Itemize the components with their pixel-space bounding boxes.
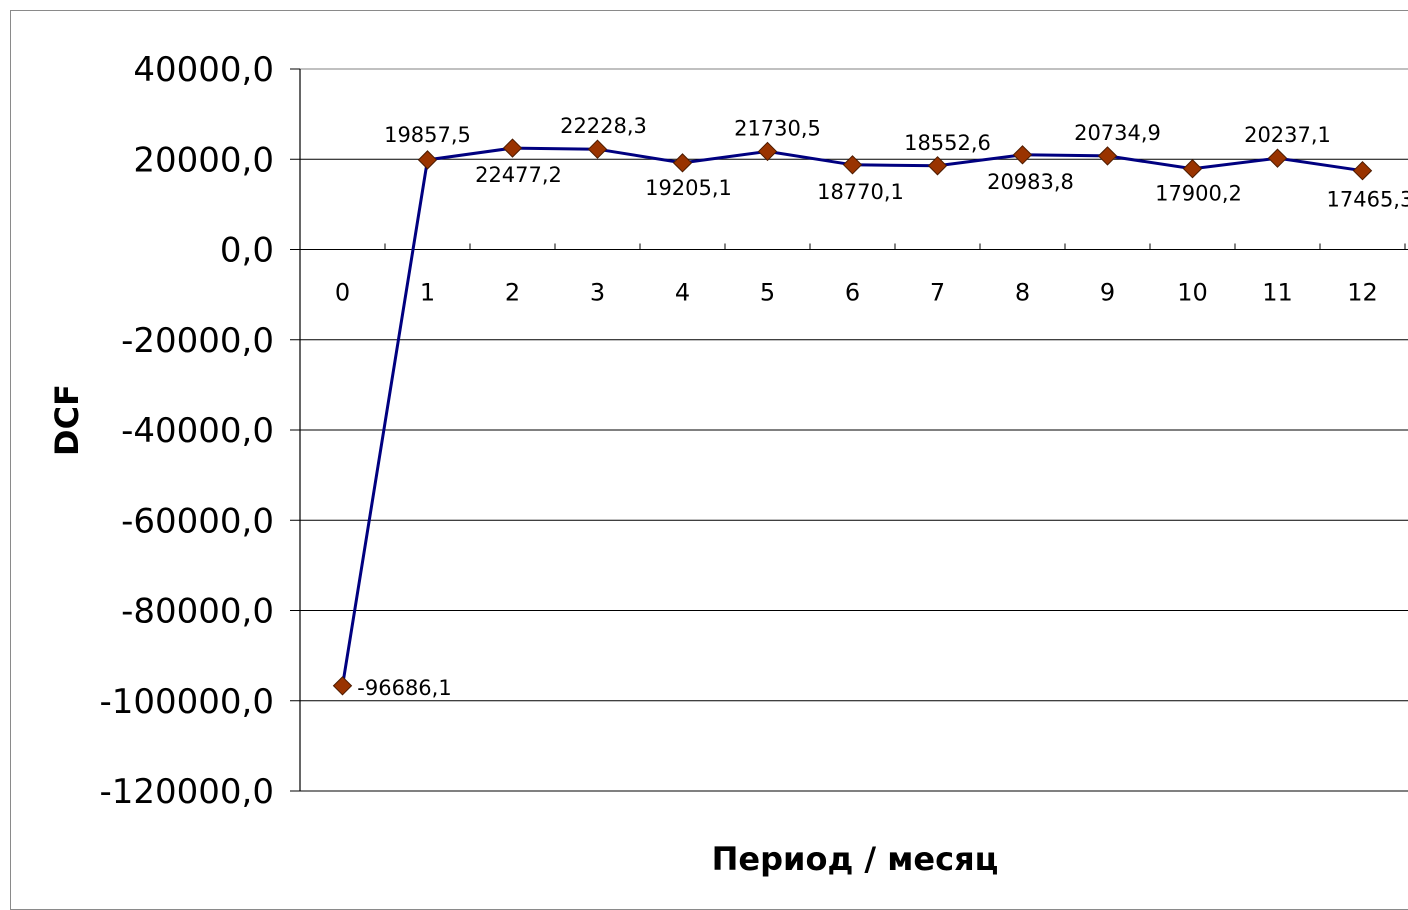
data-point-marker <box>759 142 777 160</box>
data-point-marker <box>1269 149 1287 167</box>
data-label: 20734,9 <box>1074 121 1161 145</box>
y-tick-labels: 40000,0 20000,0 0,0 -20000,0 -40000,0 -60000,… <box>100 50 275 812</box>
y-tick-label: -20000,0 <box>121 321 274 361</box>
series-line <box>343 148 1363 686</box>
x-tick-label: 8 <box>1015 279 1030 307</box>
x-tick-label: 5 <box>760 279 775 307</box>
y-tick-label: -100000,0 <box>100 682 275 722</box>
data-label: 21730,5 <box>734 116 821 140</box>
x-axis-title: Период / месяц <box>712 840 999 878</box>
x-tick-label: 2 <box>505 279 520 307</box>
y-tick-label: -60000,0 <box>121 501 274 541</box>
x-tick-label: 6 <box>845 279 860 307</box>
data-label: 18770,1 <box>817 180 904 204</box>
data-label: 20983,8 <box>987 170 1074 194</box>
data-label: 19857,5 <box>384 123 471 147</box>
x-tick-label: 3 <box>590 279 605 307</box>
x-tick-label: 10 <box>1177 279 1208 307</box>
x-tick-label: 12 <box>1347 279 1378 307</box>
x-tick-label: 0 <box>335 279 350 307</box>
data-point-marker <box>419 151 437 169</box>
data-point-marker <box>334 677 352 695</box>
y-tick-label: -120000,0 <box>100 772 275 812</box>
data-point-marker <box>844 156 862 174</box>
data-label: 17465,3 <box>1327 188 1408 212</box>
data-label: -96686,1 <box>357 676 451 700</box>
data-point-marker <box>1184 160 1202 178</box>
data-labels: -96686,119857,522477,222228,319205,12173… <box>357 114 1408 700</box>
y-tick-label: 40000,0 <box>133 50 274 90</box>
data-point-marker <box>1354 162 1372 180</box>
series <box>334 139 1372 695</box>
x-tick-label: 7 <box>930 279 945 307</box>
x-tick-label: 4 <box>675 279 690 307</box>
x-tick-label: 9 <box>1100 279 1115 307</box>
y-tick-label: 20000,0 <box>133 140 274 180</box>
data-label: 17900,2 <box>1155 182 1242 206</box>
y-tick-label: -40000,0 <box>121 411 274 451</box>
x-tick-label: 1 <box>420 279 435 307</box>
data-label: 18552,6 <box>904 131 991 155</box>
data-label: 22228,3 <box>560 114 647 138</box>
y-tick-label: -80000,0 <box>121 592 274 632</box>
gridlines <box>300 69 1408 791</box>
data-point-marker <box>1014 146 1032 164</box>
data-point-marker <box>589 140 607 158</box>
y-axis-title: DCF <box>48 384 86 456</box>
data-point-marker <box>674 154 692 172</box>
data-point-marker <box>504 139 522 157</box>
y-tick-label: 0,0 <box>220 231 274 271</box>
data-label: 22477,2 <box>475 163 562 187</box>
data-label: 20237,1 <box>1244 123 1331 147</box>
data-point-marker <box>1099 147 1117 165</box>
data-label: 19205,1 <box>645 176 732 200</box>
x-tick-label: 11 <box>1262 279 1293 307</box>
